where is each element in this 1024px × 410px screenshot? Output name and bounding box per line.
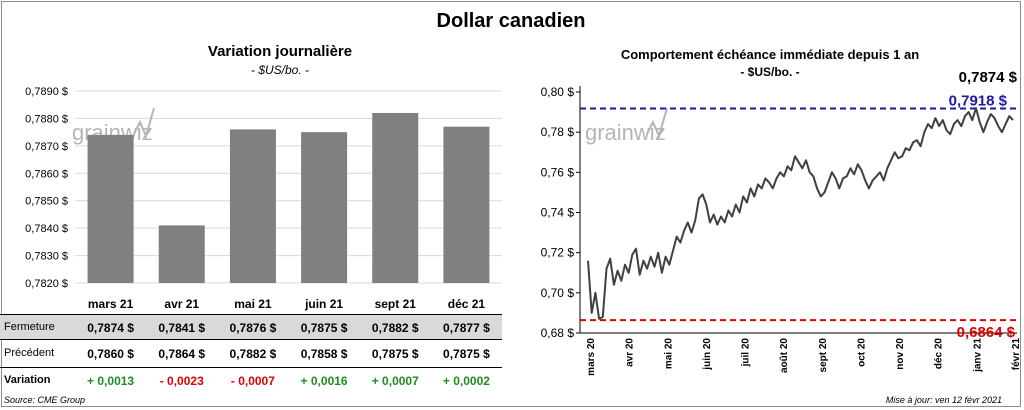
bar-x-label: déc 21 <box>448 297 486 311</box>
bar-x-label: mai 21 <box>234 297 272 311</box>
line-y-tick: 0,78 $ <box>541 125 575 139</box>
table-cell: - 0,0007 <box>230 374 275 388</box>
table-cell: 0,7841 $ <box>158 321 206 335</box>
bar-y-tick: 0,7860 $ <box>25 168 68 180</box>
table-cell: - 0,0023 <box>159 374 204 388</box>
line-y-tick: 0,74 $ <box>541 206 575 220</box>
table-cell: 0,7875 $ <box>300 321 348 335</box>
price-line <box>587 107 1014 320</box>
bar-y-tick: 0,7850 $ <box>25 196 68 208</box>
table-cell: 0,7877 $ <box>443 321 490 335</box>
update-note: Mise à jour: ven 12 févr 2021 <box>885 395 1002 405</box>
line-x-tick: sept 20 <box>818 338 829 373</box>
line-x-tick: févr 21 <box>1011 338 1022 371</box>
source-note: Source: CME Group <box>4 395 86 405</box>
bar-x-label: avr 21 <box>164 297 199 311</box>
line-x-tick: janv 21 <box>972 338 983 373</box>
table-cell: + 0,0007 <box>371 374 419 388</box>
bar-chart: grainwiz 0,7820 $ 0,7830 $ 0,7840 $ 0,7850 … <box>25 86 502 311</box>
table-cell: + 0,0002 <box>442 374 490 388</box>
bar-3 <box>301 132 348 283</box>
watermark-logo: grainwiz <box>72 107 155 145</box>
bar-4 <box>372 112 419 283</box>
line-x-tick: nov 20 <box>895 338 906 370</box>
table-cell: + 0,0013 <box>87 374 135 388</box>
bar-5 <box>443 126 490 284</box>
table-cell: 0,7875 $ <box>443 347 490 361</box>
line-y-tick: 0,72 $ <box>541 246 575 260</box>
table-cell: 0,7875 $ <box>371 347 419 361</box>
line-y-tick: 0,70 $ <box>541 286 575 300</box>
line-x-tick: juin 20 <box>702 338 713 371</box>
table-cell: 0,7858 $ <box>300 347 348 361</box>
line-x-tick: déc 20 <box>934 338 945 370</box>
min-value-label: 0,6864 $ <box>957 324 1016 341</box>
line-x-tick: oct 20 <box>856 338 867 367</box>
line-x-tick: août 20 <box>779 338 790 373</box>
table-cell: + 0,0016 <box>300 374 348 388</box>
line-x-tick: avr 20 <box>625 338 636 367</box>
table-row-precedent: Précédent 0,7860 $ 0,7864 $ 0,7882 $ 0,7858… <box>0 341 502 365</box>
table-cell: 0,7882 $ <box>229 347 277 361</box>
bar-1 <box>158 225 205 283</box>
bar-x-label: juin 21 <box>304 297 343 311</box>
line-x-tick: mai 20 <box>663 338 674 370</box>
table-cell: 0,7882 $ <box>371 321 419 335</box>
bar-y-tick: 0,7830 $ <box>25 251 68 263</box>
row-label-precedent: Précédent <box>4 347 55 359</box>
line-chart: grainwiz 0,68 $ 0,70 $ 0,72 $ 0,74 $ 0,76 $ 0… <box>541 69 1022 376</box>
watermark-arrow <box>646 107 668 139</box>
table-cell: 0,7860 $ <box>87 347 134 361</box>
right-chart-title: Comportement échéance immédiate depuis 1… <box>620 47 920 62</box>
bar-y-tick: 0,7890 $ <box>25 86 68 98</box>
table-cell: 0,7876 $ <box>229 321 277 335</box>
bar-2 <box>229 129 276 283</box>
bar-y-tick: 0,7840 $ <box>25 223 68 235</box>
bar-x-label: sept 21 <box>375 297 417 311</box>
max-value-label: 0,7918 $ <box>949 92 1008 109</box>
bar-0 <box>87 134 134 283</box>
left-chart-subtitle: - $US/bo. - <box>250 63 310 77</box>
left-chart-title: Variation journalière <box>207 43 353 60</box>
line-y-tick: 0,76 $ <box>541 165 575 179</box>
line-x-tick: juil 20 <box>741 338 752 368</box>
table-divider <box>0 367 502 368</box>
bar-y-tick: 0,7820 $ <box>25 278 68 290</box>
row-label-variation: Variation <box>4 374 51 386</box>
table-cell: 0,7874 $ <box>87 321 134 335</box>
table-row-fermeture: Fermeture 0,7874 $ 0,7841 $ 0,7876 $ 0,7875… <box>0 314 502 340</box>
bar-y-tick: 0,7880 $ <box>25 113 68 125</box>
current-value-label: 0,7874 $ <box>959 69 1018 86</box>
line-x-tick: mars 20 <box>586 338 597 376</box>
main-title: Dollar canadien <box>436 10 586 32</box>
right-chart-subtitle: - $US/bo. - <box>740 65 800 79</box>
bar-x-label: mars 21 <box>88 297 134 311</box>
row-label-fermeture: Fermeture <box>4 321 55 333</box>
bar-y-tick: 0,7870 $ <box>25 141 68 153</box>
table-cell: 0,7864 $ <box>158 347 206 361</box>
line-y-tick: 0,80 $ <box>541 85 575 99</box>
watermark-arrow <box>133 107 155 139</box>
table-row-variation: Variation + 0,0013 - 0,0023 - 0,0007 + 0,00… <box>0 368 502 392</box>
line-y-tick: 0,68 $ <box>541 326 575 340</box>
watermark-logo-right: grainwiz <box>585 107 668 145</box>
